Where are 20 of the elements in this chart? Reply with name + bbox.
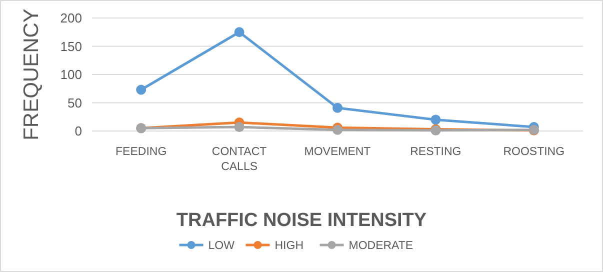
x-tick-label: RESTING <box>410 146 462 158</box>
x-tick-label: ROOSTING <box>503 146 565 158</box>
y-tick-label: 150 <box>60 38 82 54</box>
x-axis-title: TRAFFIC NOISE INTENSITY <box>176 210 427 231</box>
point <box>234 27 244 38</box>
y-axis-title: FREQUENCY <box>20 8 43 140</box>
point <box>332 102 342 113</box>
x-tick-label: MOVEMENT <box>304 146 371 158</box>
point <box>234 122 244 132</box>
x-tick-label: CONTACT CALLS <box>212 146 267 173</box>
y-tick-label: 0 <box>74 124 82 139</box>
legend-label: HIGH <box>274 240 304 252</box>
x-tick-label: FEEDING <box>116 146 167 158</box>
y-tick-label: 50 <box>68 95 82 110</box>
point <box>136 84 146 95</box>
y-tick-label: 100 <box>60 67 82 82</box>
point <box>430 114 441 125</box>
legend-label: MODERATE <box>348 240 414 252</box>
y-tick-label: 200 <box>60 10 82 26</box>
legend-label: LOW <box>208 240 235 252</box>
